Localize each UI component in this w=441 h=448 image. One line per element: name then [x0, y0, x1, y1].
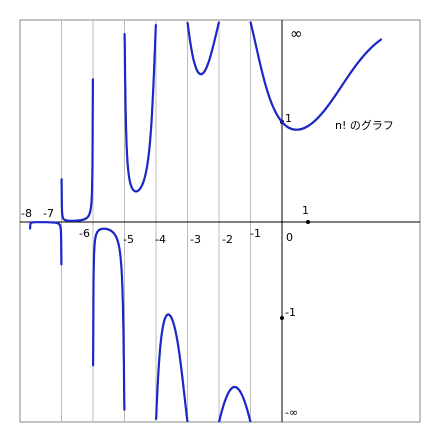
- y-label: ∞: [290, 25, 303, 43]
- tick-dot: [306, 220, 310, 224]
- x-label: -6: [79, 227, 90, 240]
- factorial-curve: [218, 385, 252, 423]
- factorial-curve: [249, 21, 383, 131]
- frame: [19, 19, 421, 423]
- x-label: 1: [302, 204, 309, 217]
- x-label: -5: [123, 233, 134, 246]
- x-label: -1: [250, 227, 261, 240]
- factorial-curve: [60, 78, 94, 222]
- x-label: -4: [155, 233, 166, 246]
- curves: [29, 21, 383, 423]
- graph-title: n! のグラフ: [335, 118, 394, 132]
- factorial-curve: [155, 313, 189, 423]
- x-label: 0: [286, 231, 293, 244]
- y-label: -1: [285, 306, 296, 319]
- tick-dot: [280, 316, 284, 320]
- y-label: 1: [285, 112, 292, 125]
- factorial-curve: [123, 24, 157, 193]
- factorial-curve: [186, 21, 220, 76]
- y-label: -∞: [285, 406, 298, 419]
- x-label: -3: [190, 233, 201, 246]
- factorial-curve: [92, 227, 126, 411]
- x-label: -2: [222, 233, 233, 246]
- factorial-curve: [29, 221, 63, 266]
- x-label: -7: [43, 207, 54, 220]
- x-label: -8: [21, 207, 32, 220]
